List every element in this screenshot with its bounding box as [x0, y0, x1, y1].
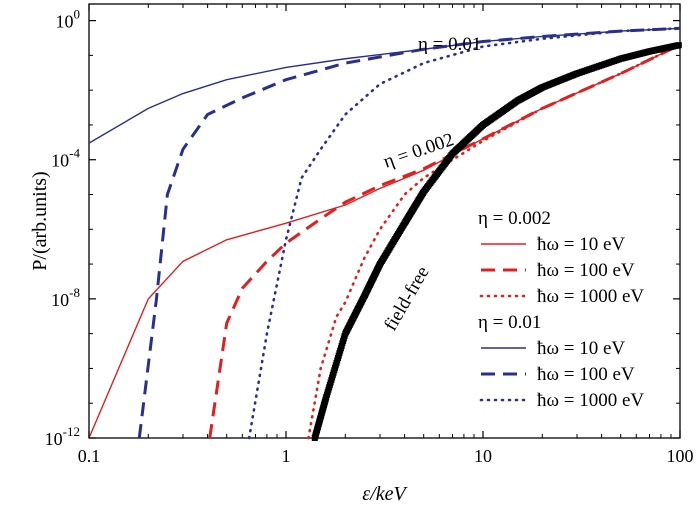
series-5-line [247, 27, 682, 440]
series-field-free [311, 42, 682, 441]
y-tick-label: 10-12 [45, 424, 80, 449]
x-tick-label: 10 [474, 446, 492, 466]
legend-entry-label: ħω = 100 eV [537, 260, 635, 281]
x-tick-label: 100 [667, 446, 694, 466]
annotation-eta-001: η = 0.01 [418, 34, 481, 55]
y-tick-label: 10-4 [51, 146, 80, 171]
series-2-line [307, 43, 682, 440]
y-tick-label: 10-8 [51, 285, 80, 310]
legend-entry-label: ħω = 10 eV [537, 338, 625, 359]
legend-entry-label: ħω = 10 eV [537, 234, 625, 255]
y-axis-title: P/(arb.units) [29, 171, 51, 270]
legend-entry-label: ħω = 1000 eV [537, 390, 644, 411]
x-tick-label: 0.1 [78, 446, 101, 466]
legend-group-title: η = 0.002 [478, 208, 551, 229]
legend-entry-label: ħω = 100 eV [537, 364, 635, 385]
y-tick-label: 100 [56, 7, 81, 32]
field-free-marker [675, 42, 682, 49]
legend-entry-label: ħω = 1000 eV [537, 286, 644, 307]
legend: η = 0.002 ħω = 10 eV ħω = 100 eV ħω = 1000 … [478, 208, 644, 411]
legend-group-title: η = 0.01 [478, 312, 541, 333]
x-tick-label: 1 [282, 446, 291, 466]
series-4-line [137, 26, 681, 439]
tick-layer: 0.1 1 10 100 100 10-4 10-8 10-12 [45, 4, 694, 466]
x-axis-title: ε/keV [362, 483, 408, 505]
series-layer [88, 26, 682, 441]
